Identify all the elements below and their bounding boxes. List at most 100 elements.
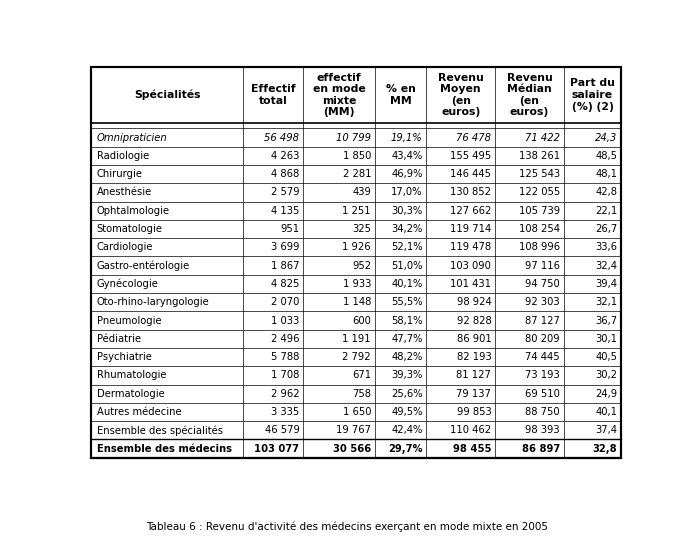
Text: 43,4%: 43,4% xyxy=(391,151,423,161)
Text: 146 445: 146 445 xyxy=(450,169,491,179)
Text: 138 261: 138 261 xyxy=(519,151,560,161)
Text: 125 543: 125 543 xyxy=(519,169,560,179)
Text: 39,3%: 39,3% xyxy=(391,370,423,380)
Text: 71 422: 71 422 xyxy=(525,132,560,143)
Text: 73 193: 73 193 xyxy=(525,370,560,380)
Text: 952: 952 xyxy=(352,261,371,271)
Text: 2 496: 2 496 xyxy=(271,334,300,344)
Text: 88 750: 88 750 xyxy=(525,407,560,417)
Text: 86 897: 86 897 xyxy=(522,443,560,454)
Text: 3 699: 3 699 xyxy=(271,242,300,252)
Text: 98 393: 98 393 xyxy=(525,426,560,435)
Text: 48,1: 48,1 xyxy=(596,169,617,179)
Text: 98 924: 98 924 xyxy=(457,297,491,307)
Text: Psychiatrie: Psychiatrie xyxy=(97,352,152,362)
Text: 1 933: 1 933 xyxy=(343,279,371,289)
Text: 49,5%: 49,5% xyxy=(391,407,423,417)
Text: 119 714: 119 714 xyxy=(450,224,491,234)
Text: 4 135: 4 135 xyxy=(271,206,300,216)
Text: 951: 951 xyxy=(280,224,300,234)
Text: 1 191: 1 191 xyxy=(343,334,371,344)
Text: Gynécologie: Gynécologie xyxy=(97,279,158,289)
Text: 42,8: 42,8 xyxy=(596,187,617,198)
Text: 39,4: 39,4 xyxy=(596,279,617,289)
Text: 40,1%: 40,1% xyxy=(391,279,423,289)
Text: % en
MM: % en MM xyxy=(386,84,416,106)
Text: Stomatologie: Stomatologie xyxy=(97,224,163,234)
Text: Revenu
Médian
(en
euros): Revenu Médian (en euros) xyxy=(507,72,553,117)
Text: 87 127: 87 127 xyxy=(525,315,560,326)
Text: 1 033: 1 033 xyxy=(271,315,300,326)
Text: 600: 600 xyxy=(352,315,371,326)
Text: 1 251: 1 251 xyxy=(343,206,371,216)
Text: 76 478: 76 478 xyxy=(457,132,491,143)
Text: 58,1%: 58,1% xyxy=(391,315,423,326)
Text: Revenu
Moyen
(en
euros): Revenu Moyen (en euros) xyxy=(438,72,484,117)
Text: 40,1: 40,1 xyxy=(596,407,617,417)
Text: 2 792: 2 792 xyxy=(343,352,371,362)
Text: 24,9: 24,9 xyxy=(596,389,617,399)
Text: 10 799: 10 799 xyxy=(336,132,371,143)
Text: 1 926: 1 926 xyxy=(343,242,371,252)
Text: 99 853: 99 853 xyxy=(457,407,491,417)
Text: 4 263: 4 263 xyxy=(271,151,300,161)
Text: 52,1%: 52,1% xyxy=(391,242,423,252)
Text: 30,2: 30,2 xyxy=(596,370,617,380)
Text: Effectif
total: Effectif total xyxy=(251,84,295,106)
Text: 74 445: 74 445 xyxy=(525,352,560,362)
Text: 101 431: 101 431 xyxy=(450,279,491,289)
Text: 86 901: 86 901 xyxy=(457,334,491,344)
Text: Part du
salaire
(%) (2): Part du salaire (%) (2) xyxy=(570,78,615,112)
Text: 108 996: 108 996 xyxy=(519,242,560,252)
Text: 30 566: 30 566 xyxy=(333,443,371,454)
Text: 40,5: 40,5 xyxy=(596,352,617,362)
Text: 3 335: 3 335 xyxy=(271,407,300,417)
Text: 69 510: 69 510 xyxy=(525,389,560,399)
Text: 46 579: 46 579 xyxy=(265,426,300,435)
Text: 92 828: 92 828 xyxy=(457,315,491,326)
Text: Ensemble des médecins: Ensemble des médecins xyxy=(97,443,231,454)
Text: Tableau 6 : Revenu d'activité des médecins exerçant en mode mixte en 2005: Tableau 6 : Revenu d'activité des médeci… xyxy=(147,521,548,532)
Text: 155 495: 155 495 xyxy=(450,151,491,161)
Text: Oto-rhino-laryngologie: Oto-rhino-laryngologie xyxy=(97,297,209,307)
Text: 103 090: 103 090 xyxy=(450,261,491,271)
Text: 130 852: 130 852 xyxy=(450,187,491,198)
Text: 30,1: 30,1 xyxy=(596,334,617,344)
Text: 103 077: 103 077 xyxy=(254,443,300,454)
Text: 51,0%: 51,0% xyxy=(391,261,423,271)
Text: 32,1: 32,1 xyxy=(596,297,617,307)
Text: 5 788: 5 788 xyxy=(271,352,300,362)
Text: 25,6%: 25,6% xyxy=(391,389,423,399)
Text: 122 055: 122 055 xyxy=(519,187,560,198)
Text: Cardiologie: Cardiologie xyxy=(97,242,153,252)
Text: 82 193: 82 193 xyxy=(457,352,491,362)
Text: 94 750: 94 750 xyxy=(525,279,560,289)
Text: 97 116: 97 116 xyxy=(525,261,560,271)
Text: 55,5%: 55,5% xyxy=(391,297,423,307)
Text: Anesthésie: Anesthésie xyxy=(97,187,152,198)
Text: 32,8: 32,8 xyxy=(593,443,617,454)
Text: Autres médecine: Autres médecine xyxy=(97,407,181,417)
Text: 79 137: 79 137 xyxy=(457,389,491,399)
Text: 33,6: 33,6 xyxy=(596,242,617,252)
Text: Spécialités: Spécialités xyxy=(134,90,200,100)
Text: 758: 758 xyxy=(352,389,371,399)
Text: effectif
en mode
mixte
(MM): effectif en mode mixte (MM) xyxy=(313,72,366,117)
Text: 24,3: 24,3 xyxy=(595,132,617,143)
Text: 29,7%: 29,7% xyxy=(388,443,423,454)
Text: 127 662: 127 662 xyxy=(450,206,491,216)
Text: 26,7: 26,7 xyxy=(595,224,617,234)
Text: Gastro-entérologie: Gastro-entérologie xyxy=(97,260,190,271)
Text: 46,9%: 46,9% xyxy=(391,169,423,179)
Text: 98 455: 98 455 xyxy=(453,443,491,454)
Text: 110 462: 110 462 xyxy=(450,426,491,435)
Text: Dermatologie: Dermatologie xyxy=(97,389,164,399)
Text: 36,7: 36,7 xyxy=(596,315,617,326)
Text: 2 070: 2 070 xyxy=(271,297,300,307)
Text: Omnipraticien: Omnipraticien xyxy=(97,132,167,143)
Text: 325: 325 xyxy=(352,224,371,234)
Text: 47,7%: 47,7% xyxy=(391,334,423,344)
Text: 119 478: 119 478 xyxy=(450,242,491,252)
Text: 37,4: 37,4 xyxy=(596,426,617,435)
Text: Pneumologie: Pneumologie xyxy=(97,315,161,326)
